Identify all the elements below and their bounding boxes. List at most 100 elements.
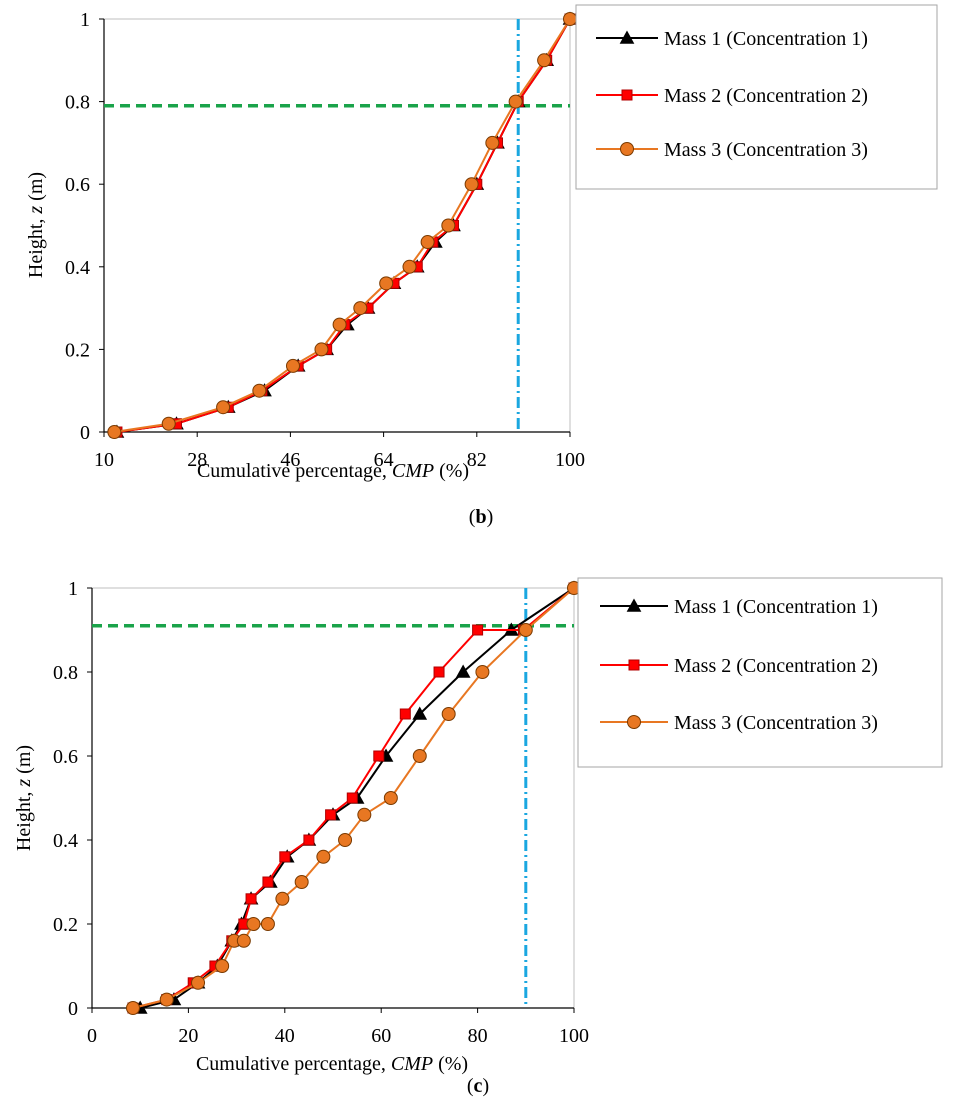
series-1 [109,11,578,438]
data-point [216,400,231,415]
data-point [464,177,479,192]
data-point [215,959,230,973]
x-tick-label: 46 [280,449,300,471]
data-point [161,416,176,431]
legend-label: Mass 3 (Concentration 3) [674,712,878,734]
y-axis-title-text: Height, [13,787,35,851]
data-point [441,218,456,233]
data-point [472,624,484,636]
series-2 [111,13,576,438]
x-axis-title-text: Cumulative percentage, [196,1053,391,1075]
x-axis-title-symbol: CMP [391,1053,433,1075]
x-tick-label: 0 [87,1025,97,1047]
data-point [245,893,257,905]
data-point [107,425,122,439]
data-point [159,992,174,1007]
data-point [508,94,523,109]
x-tick-label: 20 [178,1025,198,1047]
data-point [399,708,411,720]
panel-label-open: ( [467,1075,474,1097]
x-axis-title-text: Cumulative percentage, [197,460,392,482]
y-tick-label: 0.8 [65,92,90,114]
legend-marker [619,30,635,44]
data-point [353,301,368,316]
plot-area [103,18,571,433]
data-point [537,53,552,68]
x-tick-label: 10 [94,449,114,471]
y-tick-label: 0.8 [53,662,78,684]
data-point [236,933,251,948]
data-point [325,809,337,821]
x-tick-label: 60 [371,1025,391,1047]
x-axis-title-symbol: CMP [392,460,434,482]
data-point [316,849,331,864]
y-tick-label: 0.2 [65,339,90,361]
y-axis-title-symbol: z [13,779,35,788]
data-point [420,235,435,250]
data-point [338,833,353,847]
data-point [246,917,261,931]
y-tick-label: 0 [68,998,78,1020]
y-axis-title: Height, z (m) [25,172,47,278]
data-point [518,623,533,637]
y-tick-label: 0.6 [65,174,90,196]
legend-marker [626,598,642,612]
y-tick-label: 0.4 [65,257,90,279]
y-tick-label: 1 [80,9,90,31]
y-axis-title-symbol: z [25,206,47,215]
chart-panel-b: 0 0.2 0.4 0.6 0.8 1 10 28 46 64 82 100 Cumulative pe… [25,4,938,528]
y-axis-title: Height, z (m) [13,745,35,851]
y-tick-label: 0.2 [53,914,78,936]
data-point [441,707,456,721]
x-tick-label: 100 [559,1025,589,1047]
legend: Mass 1 (Concentration 1) Mass 2 (Concentr… [577,577,943,768]
x-axis-title-unit: (%) [434,460,469,482]
y-tick-label: 1 [68,578,78,600]
series-line-1 [116,18,571,433]
y-tick-label: 0.4 [53,830,78,852]
legend-label: Mass 2 (Concentration 2) [674,655,878,677]
data-point [346,792,358,804]
data-point [275,891,290,906]
x-tick-label: 80 [468,1025,488,1047]
panel-label-close: ) [487,506,494,528]
panel-label-letter: b [475,506,486,528]
legend-label: Mass 1 (Concentration 1) [674,596,878,618]
data-point [433,666,445,678]
x-tick-label: 82 [467,449,487,471]
x-axis-title-unit: (%) [433,1053,468,1075]
x-tick-label: 28 [187,449,207,471]
series-3 [107,12,577,439]
data-point [294,875,309,889]
x-tick-label: 64 [374,449,394,471]
data-point [412,706,428,720]
legend-label: Mass 1 (Concentration 1) [664,28,868,50]
data-point [262,876,274,888]
data-point [412,749,427,763]
legend-marker [628,659,640,671]
series-line-2 [116,18,571,433]
legend: Mass 1 (Concentration 1) Mass 2 (Concentr… [575,4,938,190]
x-tick-label: 40 [275,1025,295,1047]
data-point [475,665,490,679]
data-point [383,791,398,805]
x-axis-title: Cumulative percentage, CMP (%) [197,460,469,482]
data-point [279,851,291,863]
panel-label-close: ) [482,1075,489,1097]
y-axis-title-unit: (m) [13,745,35,779]
y-tick-label: 0 [80,422,90,444]
legend-box [575,4,938,190]
x-tick-label: 100 [555,449,585,471]
y-axis-title-text: Height, [25,214,47,278]
legend-marker [621,89,633,101]
data-point [455,664,471,678]
data-point [191,975,206,990]
data-point [125,1001,140,1015]
data-point [373,750,385,762]
panel-label: (c) [467,1075,489,1097]
series-2 [127,582,580,1014]
series-line-3 [114,18,571,433]
data-point [303,834,315,846]
legend-label: Mass 3 (Concentration 3) [664,139,868,161]
